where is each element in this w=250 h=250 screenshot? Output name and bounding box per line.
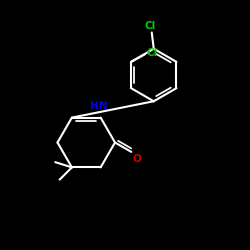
Text: HN: HN <box>90 101 108 111</box>
Text: Cl: Cl <box>145 21 156 31</box>
Text: Cl: Cl <box>146 48 157 58</box>
Text: O: O <box>133 154 141 164</box>
